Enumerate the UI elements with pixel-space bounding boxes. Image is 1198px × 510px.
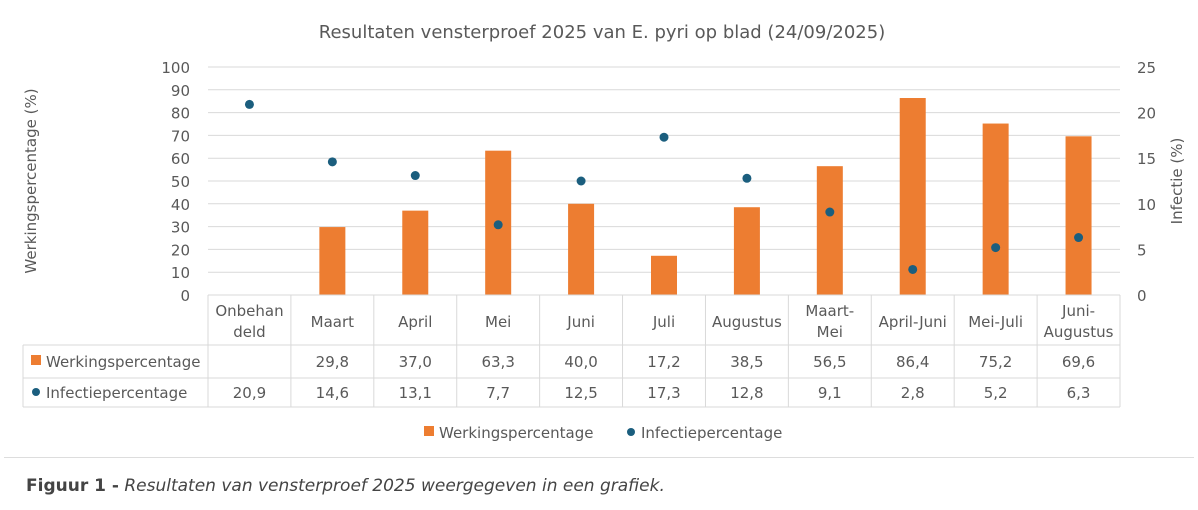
table-cell: 12,5	[564, 384, 597, 402]
y2-tick-label: 20	[1137, 105, 1156, 123]
category-label: Maart-	[805, 302, 854, 320]
bar	[651, 255, 677, 295]
data-point	[493, 220, 503, 230]
legend-dot-icon	[627, 428, 635, 436]
y-tick-label: 0	[180, 287, 190, 305]
category-label: April	[398, 313, 432, 331]
table-cell: 20,9	[233, 384, 266, 402]
y-axis-label: Werkingspercentage (%)	[22, 88, 40, 273]
y2-axis-label: Infectie (%)	[1168, 138, 1186, 225]
category-label: Augustus	[1044, 323, 1114, 341]
category-label: Juli	[652, 313, 675, 331]
data-point	[742, 173, 752, 183]
figure-caption: Figuur 1 - Resultaten van vensterproef 2…	[26, 476, 665, 496]
y2-tick-label: 25	[1137, 59, 1156, 77]
table-cell: 86,4	[896, 353, 929, 371]
legend-square-icon	[31, 355, 41, 365]
data-point	[825, 207, 835, 217]
row-label: Werkingspercentage	[46, 353, 200, 371]
y-tick-label: 50	[171, 173, 190, 191]
table-cell: 17,3	[647, 384, 680, 402]
y-tick-label: 60	[171, 150, 190, 168]
y-tick-label: 70	[171, 127, 190, 145]
table-cell: 17,2	[647, 353, 680, 371]
legend-label: Werkingspercentage	[439, 424, 593, 442]
y-tick-label: 30	[171, 219, 190, 237]
caption-text: Resultaten van vensterproef 2025 weergeg…	[124, 476, 665, 496]
caption-label: Figuur 1 -	[26, 476, 119, 496]
table-cell: 5,2	[984, 384, 1008, 402]
table-cell: 40,0	[564, 353, 597, 371]
divider	[4, 457, 1194, 458]
table-cell: 29,8	[316, 353, 349, 371]
table-cell: 63,3	[481, 353, 514, 371]
bar	[982, 123, 1009, 295]
y-tick-label: 40	[171, 196, 190, 214]
table-cell: 12,8	[730, 384, 763, 402]
legend-dot-icon	[32, 388, 40, 396]
bar	[402, 210, 429, 295]
chart-title: Resultaten vensterproef 2025 van E. pyri…	[319, 22, 885, 43]
table-cell: 13,1	[399, 384, 432, 402]
data-point	[991, 243, 1001, 253]
table-cell: 75,2	[979, 353, 1012, 371]
category-label: Mei-Juli	[968, 313, 1023, 331]
table-cell: 9,1	[818, 384, 842, 402]
data-point	[908, 264, 918, 274]
table-cell: 69,6	[1062, 353, 1095, 371]
category-label: Juni	[566, 313, 595, 331]
bar	[1065, 136, 1092, 295]
y2-tick-label: 5	[1137, 241, 1147, 259]
category-label: Maart	[311, 313, 354, 331]
category-label: deld	[233, 323, 265, 341]
data-point	[576, 176, 586, 186]
y-tick-label: 90	[171, 82, 190, 100]
bar	[899, 98, 926, 296]
y-tick-label: 10	[171, 264, 190, 282]
table-cell: 37,0	[399, 353, 432, 371]
y-tick-label: 100	[161, 59, 190, 77]
y2-tick-label: 0	[1137, 287, 1147, 305]
y-tick-label: 20	[171, 241, 190, 259]
category-label: Onbehan	[215, 302, 283, 320]
table-cell: 56,5	[813, 353, 846, 371]
category-label: April-Juni	[879, 313, 947, 331]
row-label: Infectiepercentage	[46, 384, 187, 402]
bar	[319, 227, 346, 295]
category-label: Juni-	[1061, 302, 1095, 320]
table-cell: 14,6	[316, 384, 349, 402]
y2-tick-label: 15	[1137, 150, 1156, 168]
legend-square-icon	[424, 426, 434, 436]
bar	[568, 203, 595, 295]
category-label: Augustus	[712, 313, 782, 331]
y-tick-label: 80	[171, 105, 190, 123]
legend-label: Infectiepercentage	[641, 424, 782, 442]
table-cell: 6,3	[1067, 384, 1091, 402]
bar	[816, 166, 843, 295]
category-label: Mei	[485, 313, 511, 331]
data-point	[327, 157, 337, 167]
table-cell: 2,8	[901, 384, 925, 402]
chart: Resultaten vensterproef 2025 van E. pyri…	[22, 22, 1186, 442]
category-label: Mei	[817, 323, 843, 341]
table-cell: 7,7	[486, 384, 510, 402]
y2-tick-label: 10	[1137, 196, 1156, 214]
table-cell: 38,5	[730, 353, 763, 371]
data-point	[1074, 233, 1084, 243]
data-point	[244, 99, 254, 109]
data-point	[410, 171, 420, 181]
bar	[733, 207, 760, 295]
data-point	[659, 132, 669, 142]
